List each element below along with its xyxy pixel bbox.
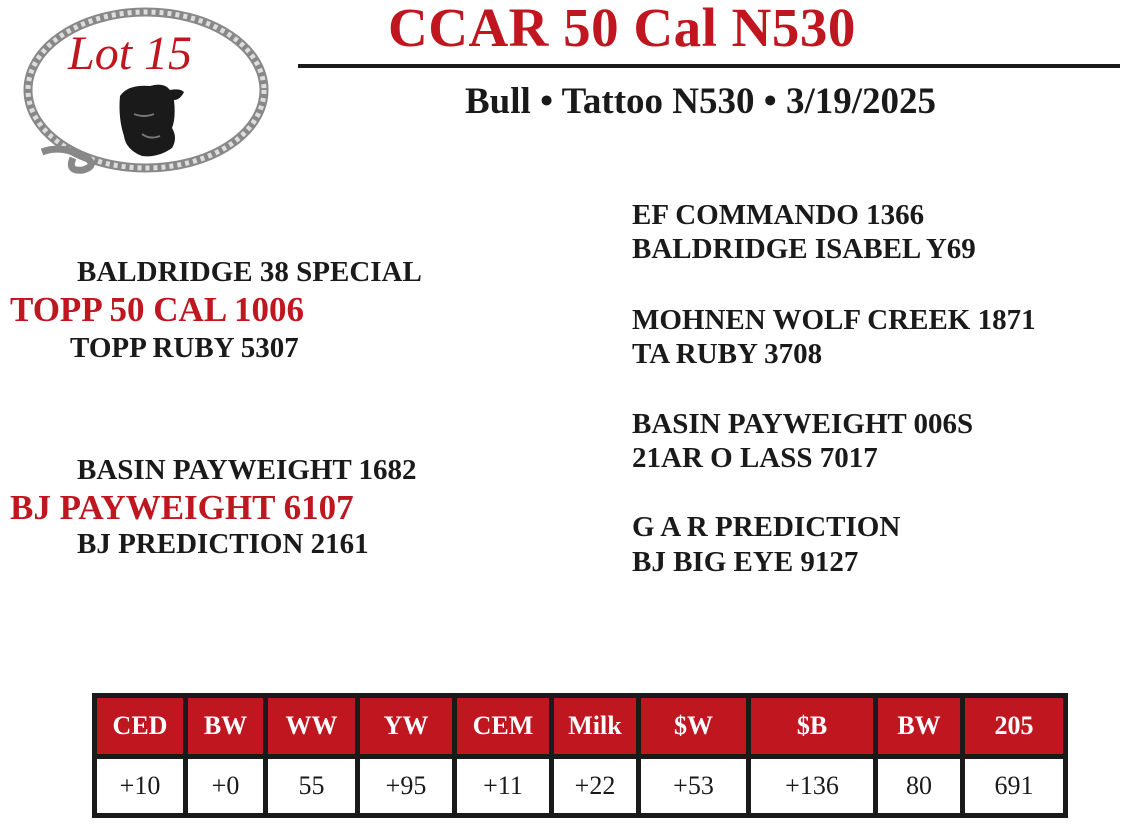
epd-value: +53 [641,759,746,813]
dam-name: BJ PAYWEIGHT 6107 [10,488,354,527]
sire-sire-dam: BALDRIDGE ISABEL Y69 [632,233,976,265]
epd-value: 55 [268,759,355,813]
epd-header: CED [97,698,183,755]
rope-oval-icon [23,7,269,174]
epd-header: YW [360,698,452,755]
epd-header: 205 [965,698,1063,755]
dam-sire-sire: BASIN PAYWEIGHT 006S [632,408,974,440]
animal-details-subtitle: Bull • Tattoo N530 • 3/19/2025 [465,81,937,122]
bull-head-icon [119,84,184,157]
sire-name: TOPP 50 CAL 1006 [10,290,304,329]
sire-dam: TOPP RUBY 5307 [70,332,299,364]
epd-header: BW [188,698,263,755]
epd-header: BW [878,698,960,755]
epd-header: CEM [457,698,549,755]
dam-sire-dam: 21AR O LASS 7017 [632,442,878,474]
epd-value: 691 [965,759,1063,813]
epd-value: +10 [97,759,183,813]
lot-number: Lot 15 [68,27,193,80]
dam-dam-sire: G A R PREDICTION [632,511,901,543]
animal-name-title: CCAR 50 Cal N530 [388,0,856,58]
dam-sire: BASIN PAYWEIGHT 1682 [77,454,417,486]
epd-header: $W [641,698,746,755]
epd-value: +95 [360,759,452,813]
epd-header: Milk [554,698,636,755]
epd-header-row: CED BW WW YW CEM Milk $W $B BW 205 [97,698,1063,755]
sire-dam-sire: MOHNEN WOLF CREEK 1871 [632,304,1036,336]
epd-value-row: +10 +0 55 +95 +11 +22 +53 +136 80 691 [97,759,1063,813]
epd-value: +136 [751,759,873,813]
sire-sire-sire: EF COMMANDO 1366 [632,199,925,231]
lot-logo: Lot 15 [22,4,272,182]
dam-dam: BJ PREDICTION 2161 [77,528,369,560]
epd-value: +11 [457,759,549,813]
sire-sire: BALDRIDGE 38 SPECIAL [77,256,422,288]
title-divider [298,64,1120,68]
epd-value: +22 [554,759,636,813]
epd-value: +0 [188,759,263,813]
epd-table: CED BW WW YW CEM Milk $W $B BW 205 +10 +… [92,693,1068,818]
epd-value: 80 [878,759,960,813]
sire-dam-dam: TA RUBY 3708 [632,338,823,370]
epd-header: WW [268,698,355,755]
epd-header: $B [751,698,873,755]
dam-dam-dam: BJ BIG EYE 9127 [632,546,859,578]
